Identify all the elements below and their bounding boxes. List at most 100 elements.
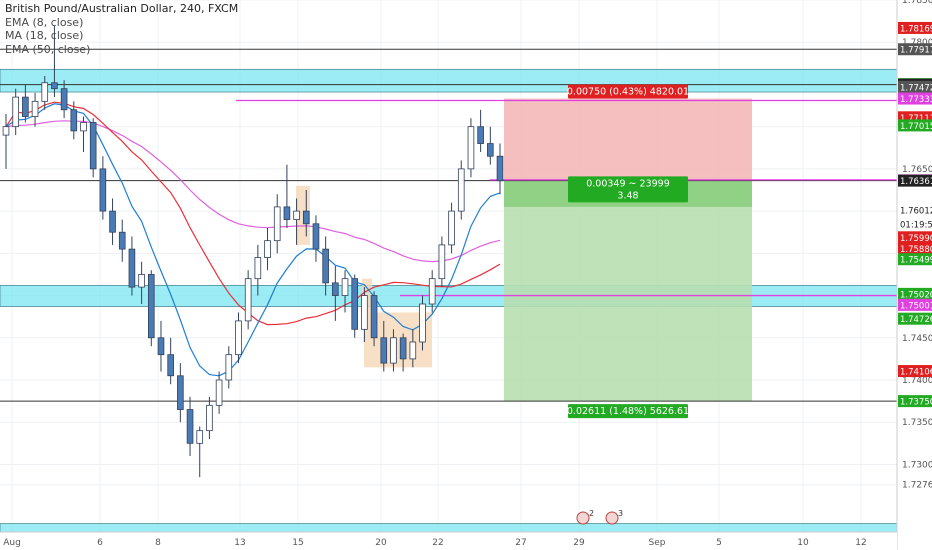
candle-body (322, 248, 329, 284)
candle-body (438, 244, 446, 280)
event-marker-1[interactable]: 2 (576, 509, 594, 525)
time-tick-label: 6 (97, 538, 103, 548)
price-tag-background (898, 174, 932, 187)
candle-body (41, 82, 49, 102)
price-tag-label: 1.77333 (900, 95, 932, 105)
time-tick-label: Aug (3, 538, 21, 548)
candle-body (312, 223, 320, 250)
candle-body (206, 404, 213, 432)
price-tag-background (898, 43, 932, 56)
price-tag-background (898, 312, 932, 325)
price-tick-label: 1.72760 (902, 481, 932, 491)
candle-body (409, 341, 417, 360)
candle (332, 266, 339, 321)
candle-body (138, 274, 145, 288)
candle (22, 84, 29, 123)
time-axis[interactable]: Aug 6 8 13 15 20 22 27 29 Sep 5 10 12 (0, 531, 897, 550)
candle (302, 190, 310, 237)
candle (235, 312, 242, 364)
study-ema50[interactable]: EMA (50, close) (5, 42, 91, 56)
symbol-title[interactable]: British Pound/Australian Dollar, 240, FX… (5, 2, 239, 15)
study-ema8[interactable]: EMA (8, close) (5, 15, 84, 29)
price-tag-label: 1.77472 (900, 83, 932, 93)
candle (167, 337, 174, 385)
candle-body (419, 303, 426, 343)
candlesticks (2, 25, 504, 478)
price-tag: 1.78169 (898, 21, 932, 34)
candle-body (264, 240, 271, 258)
candle (99, 156, 107, 220)
candle-body (370, 295, 378, 339)
candle (467, 118, 475, 178)
price-tag-background (898, 395, 932, 408)
candle (186, 396, 194, 456)
time-tick-label: 29 (573, 538, 585, 548)
price-tag: 1.76012 (898, 204, 932, 217)
candle-body (283, 206, 291, 220)
price-tag-background (898, 80, 932, 93)
candle-body (128, 248, 136, 288)
price-tag-background (898, 365, 932, 378)
study-ma18[interactable]: MA (18, close) (5, 29, 84, 42)
candle (322, 236, 329, 296)
candle-body (351, 278, 359, 330)
candle-body (399, 337, 407, 360)
ema50-line (5, 120, 501, 263)
candle (399, 333, 407, 372)
price-tag-background (898, 217, 932, 230)
entry-label-box (568, 176, 688, 203)
price-axis[interactable]: 1.785001.780001.775001.770001.765001.760… (896, 0, 932, 550)
candle (12, 88, 19, 136)
candle-body (254, 257, 262, 280)
time-tick-label: 27 (515, 538, 526, 548)
candle (370, 291, 378, 347)
candle-body (496, 155, 504, 182)
time-tick-label: 22 (432, 538, 443, 548)
candle (487, 126, 494, 165)
candle-body (215, 379, 223, 406)
magenta-lines (236, 99, 897, 297)
zone-2 (0, 523, 898, 533)
event-count: 2 (589, 509, 594, 518)
price-tag-background (898, 242, 932, 255)
candle (31, 92, 39, 127)
time-tick-label: 12 (855, 538, 866, 548)
candle-body (380, 337, 388, 364)
candle (419, 295, 426, 351)
time-tick-label: Sep (649, 538, 666, 548)
candle (409, 329, 417, 368)
time-tick-label: 15 (292, 538, 303, 548)
candle-body (448, 210, 455, 246)
price-tag-background (898, 119, 932, 132)
candle (264, 228, 271, 271)
price-tag-background (898, 21, 932, 34)
target-zone (504, 180, 752, 402)
price-tag-label: 1.74726 (900, 315, 932, 325)
candle (361, 287, 368, 342)
time-tick-label: 10 (797, 538, 809, 548)
price-tag-label: 1.76012 (900, 207, 932, 217)
stop-label-text: 0.00750 (0.43%) 4820.01 (567, 87, 689, 98)
price-tick-label: 1.78000 (902, 38, 932, 48)
price-tag: 1.75880 (898, 242, 932, 255)
candle (283, 164, 291, 228)
price-tag-label: 1.77015 (900, 122, 932, 132)
price-tick-label: 1.78500 (902, 0, 932, 6)
candle (273, 194, 281, 254)
price-tick-label: 1.74500 (902, 334, 932, 344)
candle (147, 270, 155, 347)
candle-body (302, 210, 310, 225)
candle (438, 236, 446, 288)
candle-body (390, 337, 397, 364)
short-position-tool[interactable] (504, 98, 752, 402)
candle (80, 116, 87, 152)
price-tick-label: 1.73000 (902, 460, 932, 470)
event-marker-2[interactable]: 3 (605, 509, 623, 525)
price-tag: 1.75990 (898, 231, 932, 244)
horizontal-lines (0, 48, 897, 402)
candle-body (2, 126, 10, 136)
entry-label-text: 3.48 (617, 190, 638, 201)
